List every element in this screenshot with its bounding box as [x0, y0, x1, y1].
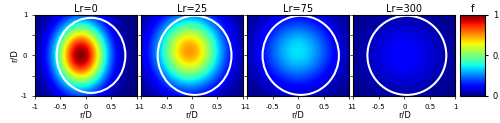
X-axis label: r/D: r/D [80, 111, 92, 120]
Title: Lr=75: Lr=75 [283, 4, 313, 14]
Title: Lr=300: Lr=300 [386, 4, 422, 14]
X-axis label: r/D: r/D [398, 111, 411, 120]
Title: Lr=0: Lr=0 [74, 4, 98, 14]
Title: Lr=25: Lr=25 [177, 4, 207, 14]
Title: f: f [470, 4, 474, 14]
Y-axis label: r/D: r/D [10, 49, 19, 62]
X-axis label: r/D: r/D [186, 111, 198, 120]
X-axis label: r/D: r/D [292, 111, 304, 120]
